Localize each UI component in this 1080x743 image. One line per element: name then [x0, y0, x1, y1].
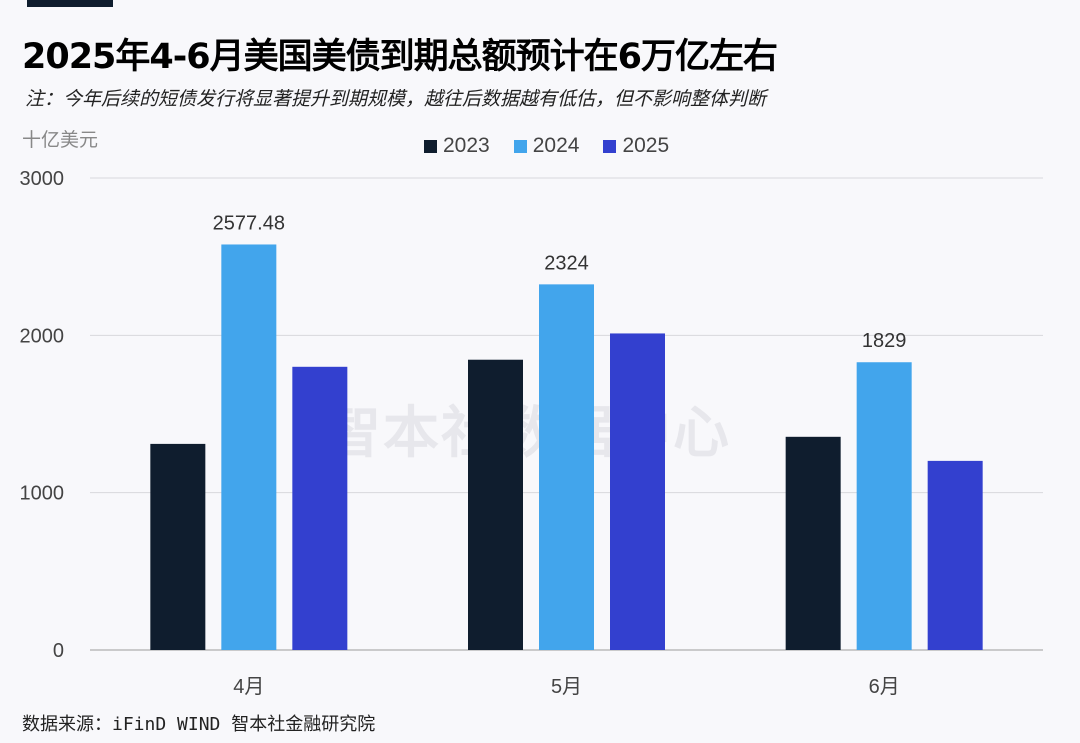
y-tick-label: 1000	[20, 483, 65, 505]
legend: 2023 2024 2025	[424, 134, 669, 158]
bar-2023-5	[468, 359, 523, 650]
data-label: 2577.48	[213, 212, 285, 234]
bar-2025-4	[292, 366, 348, 650]
bar-2025-6	[927, 460, 983, 650]
legend-swatch	[603, 139, 617, 153]
bar-2024-6	[856, 362, 912, 650]
top-accent-bar	[27, 0, 113, 7]
x-tick-label: 4月	[233, 676, 264, 698]
y-axis-unit: 十亿美元	[22, 129, 99, 151]
legend-swatch	[513, 139, 527, 153]
data-label: 2324	[544, 252, 589, 274]
legend-swatch	[424, 139, 437, 153]
legend-item-2025: 2025	[603, 134, 669, 158]
bar-2023-4	[150, 443, 206, 650]
data-label: 1829	[862, 330, 907, 352]
chart-title: 2025年4-6月美国美债到期总额预计在6万亿左右	[22, 37, 778, 77]
y-tick-label: 3000	[20, 168, 65, 190]
y-tick-label: 2000	[20, 325, 65, 347]
bar-2023-6	[785, 436, 841, 650]
source-note: 数据来源：iFinD WIND 智本社金融研究院	[22, 714, 376, 735]
y-tick-label: 0	[53, 640, 64, 662]
bar-2025-5	[610, 333, 665, 650]
bar-2024-5	[539, 284, 594, 650]
bar-2024-4	[221, 244, 277, 650]
legend-item-2023: 2023	[424, 134, 490, 158]
chart-subtitle: 注：今年后续的短债发行将显著提升到期规模，越往后数据越有低估，但不影响整体判断	[25, 88, 767, 110]
x-tick-label: 6月	[869, 676, 900, 698]
legend-item-2024: 2024	[513, 134, 579, 158]
x-tick-label: 5月	[551, 676, 582, 698]
